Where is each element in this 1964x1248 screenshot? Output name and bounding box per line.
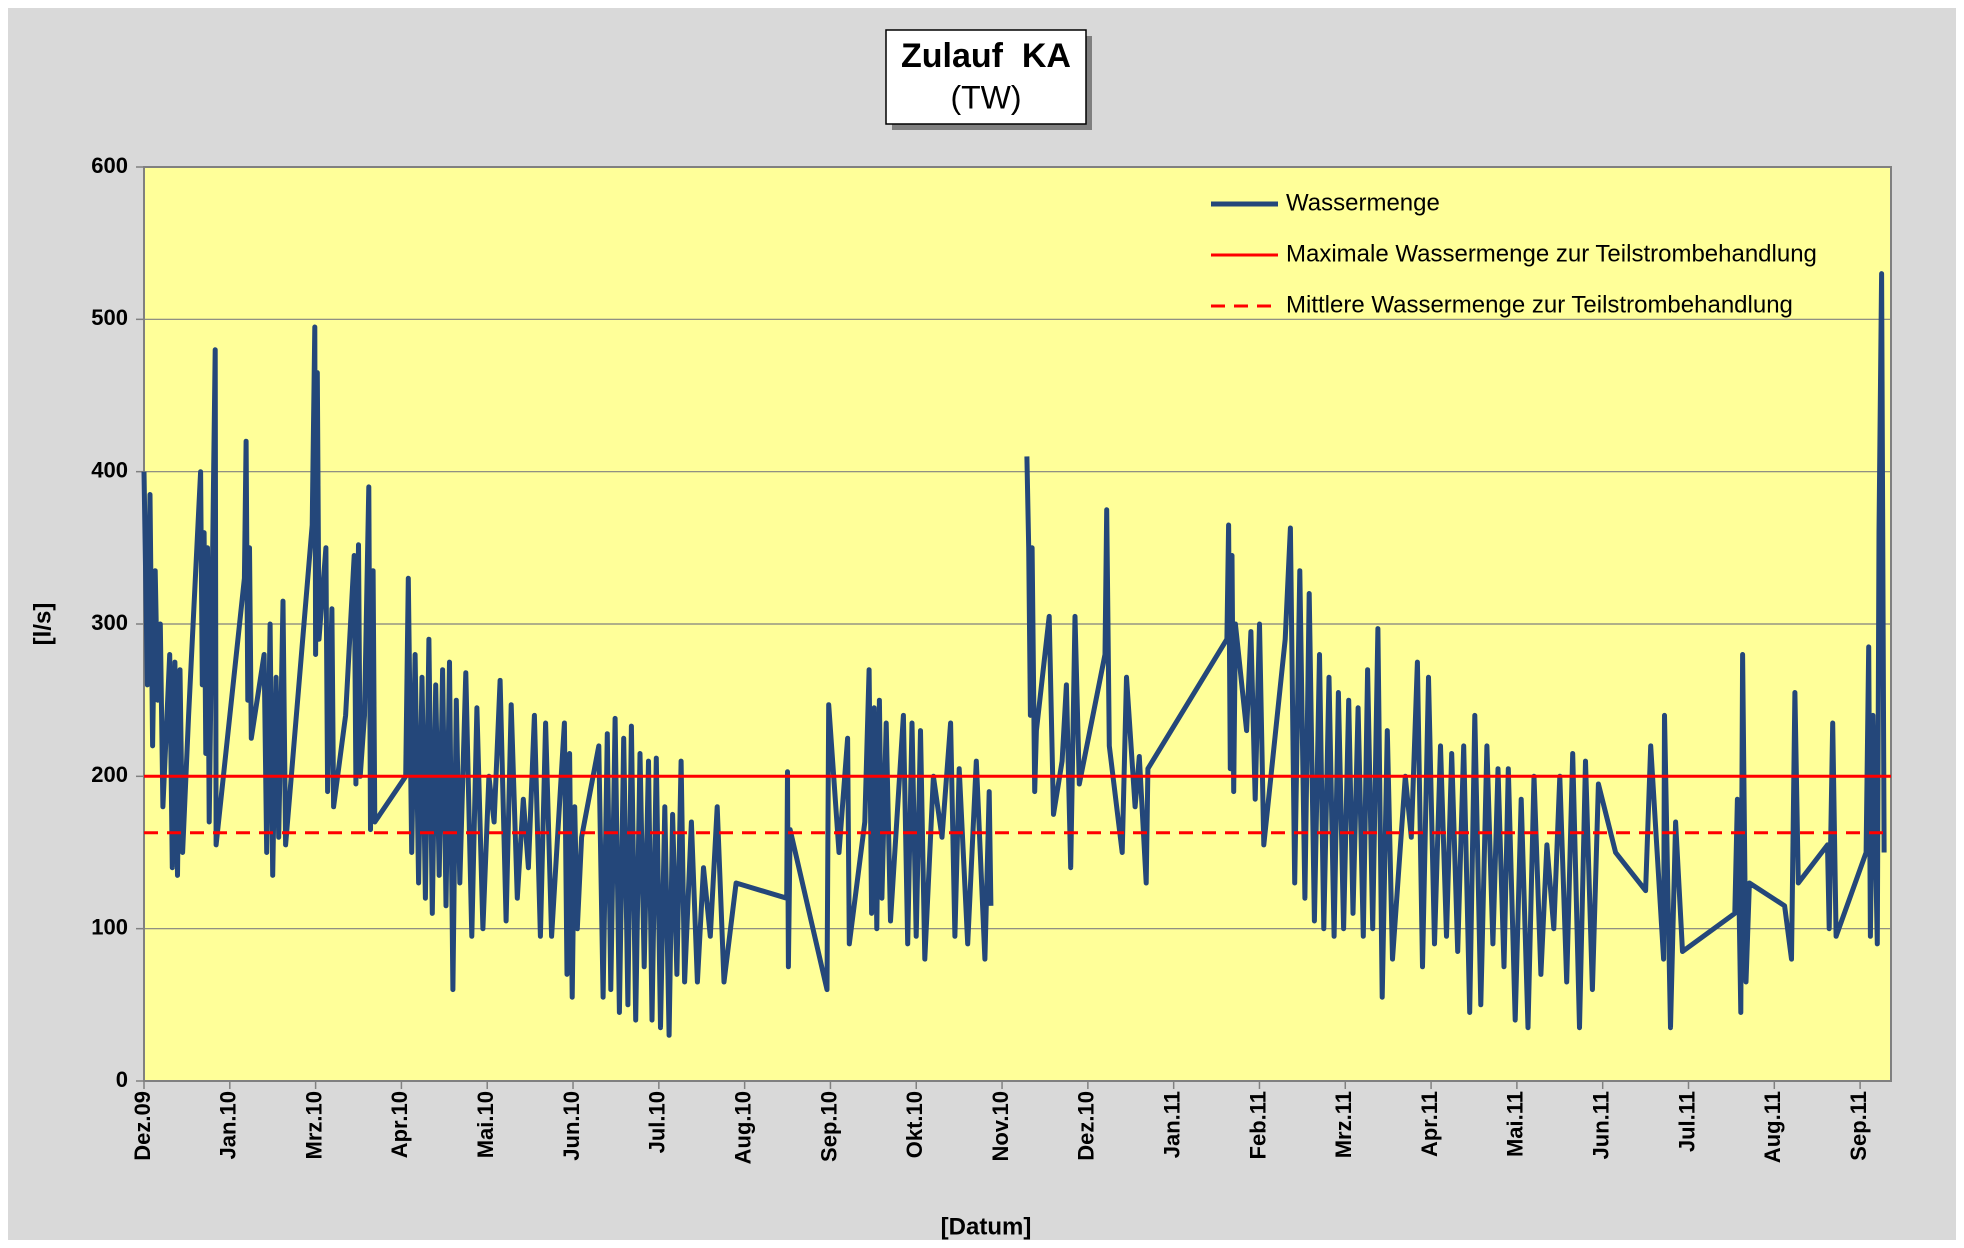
y-tick-label: 600 [91, 153, 128, 178]
x-tick-label: Jan.11 [1159, 1091, 1184, 1158]
y-tick-label: 300 [91, 610, 128, 635]
y-tick-label: 400 [91, 457, 128, 482]
legend: Wassermenge Maximale Wassermenge zur Teil… [1211, 189, 1817, 318]
legend-label: Mittlere Wassermenge zur Teilstrombehand… [1286, 291, 1793, 318]
chart-subtitle: (TW) [950, 79, 1021, 115]
legend-label: Maximale Wassermenge zur Teilstrombehand… [1286, 240, 1817, 267]
x-tick-label: Okt.10 [902, 1091, 927, 1158]
x-tick-label: Mai.11 [1503, 1091, 1528, 1157]
chart-title: Zulauf KA [901, 37, 1071, 75]
x-tick-label: Mrz.11 [1331, 1091, 1356, 1158]
x-axis-label: [Datum] [941, 1213, 1032, 1240]
legend-label: Wassermenge [1286, 189, 1440, 216]
y-tick-label: 200 [91, 762, 128, 787]
x-tick-label: Aug.10 [730, 1091, 755, 1164]
x-tick-label: Apr.10 [387, 1091, 412, 1158]
x-tick-label: Aug.11 [1760, 1091, 1785, 1163]
x-tick-label: Jun.10 [559, 1091, 584, 1161]
x-tick-label: Jul.11 [1674, 1091, 1699, 1152]
y-tick-label: 0 [116, 1067, 128, 1092]
x-tick-label: Sep.10 [816, 1091, 841, 1162]
x-tick-label: Feb.11 [1245, 1091, 1270, 1159]
y-tick-label: 500 [91, 305, 128, 330]
series-lines [141, 271, 1891, 1038]
x-tick-label: Jan.10 [216, 1091, 241, 1160]
grid: 0 100 200 300 400 500 600 Dez.09 Jan.10 Mrz.10 Apr… [91, 153, 1891, 1164]
x-tick-label: Mrz.10 [301, 1091, 326, 1159]
x-tick-label: Nov.10 [988, 1091, 1013, 1162]
x-tick-label: Sep.11 [1846, 1091, 1871, 1161]
x-tick-label: Jun.11 [1589, 1091, 1614, 1159]
y-tick-label: 100 [91, 914, 128, 939]
x-tick-label: Dez.10 [1074, 1091, 1099, 1161]
title-box [885, 29, 1087, 125]
x-tick-label: Dez.09 [130, 1091, 155, 1161]
x-tick-label: Apr.11 [1417, 1091, 1442, 1157]
y-axis-label: [l/s] [29, 603, 56, 646]
x-tick-label: Mai.10 [473, 1091, 498, 1158]
series-line [141, 271, 1887, 1038]
x-tick-label: Jul.10 [645, 1091, 670, 1153]
